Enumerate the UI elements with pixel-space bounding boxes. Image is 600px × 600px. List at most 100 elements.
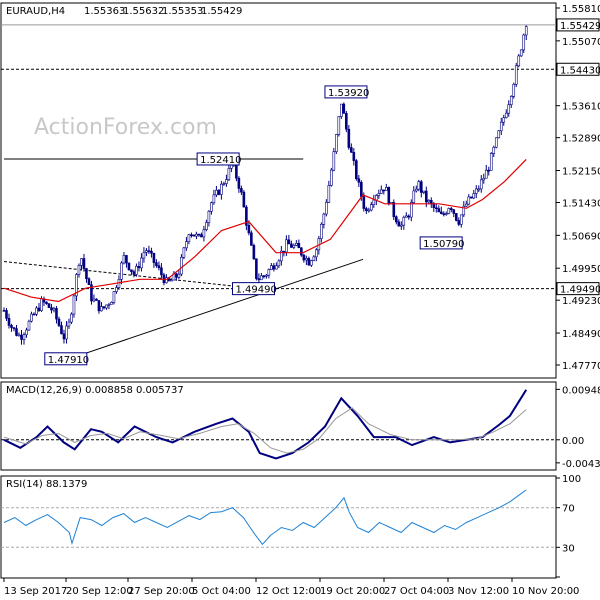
rsi-title: RSI(14) 88.1379 xyxy=(6,479,87,490)
candle-body-105 xyxy=(265,274,268,277)
candle-body-127 xyxy=(320,224,323,239)
macd-lines xyxy=(1,389,556,460)
candle-body-192 xyxy=(482,177,486,181)
candle-body-98 xyxy=(247,224,251,234)
candle-body-160 xyxy=(402,216,406,226)
time-tick-label-8: 10 Nov 20:00 xyxy=(512,586,579,597)
candles xyxy=(2,25,528,345)
candle-body-35 xyxy=(90,284,93,302)
candle-body-5 xyxy=(15,328,18,336)
candle-body-190 xyxy=(477,188,481,191)
candle-body-203 xyxy=(509,96,513,105)
candle-body-18 xyxy=(47,303,51,308)
candle-body-39 xyxy=(100,306,103,312)
price-tick-label-4: 1.52150 xyxy=(562,167,600,178)
chart-header-low: 1.55353 xyxy=(162,6,203,17)
candle-body-178 xyxy=(447,208,451,214)
candle-body-30 xyxy=(77,265,81,275)
rsi-panel: RSI(14) 88.1379 100 70 30 xyxy=(0,474,581,579)
candle-body-159 xyxy=(400,224,403,227)
candle-body-88 xyxy=(222,183,226,185)
candle-body-4 xyxy=(12,327,16,329)
candle-body-182 xyxy=(457,220,461,225)
candle-body-12 xyxy=(32,313,36,316)
price-tick-label-1: 1.55070 xyxy=(562,37,600,48)
candle-body-201 xyxy=(504,112,508,118)
price-annotation-box-0 xyxy=(324,85,368,99)
candle-body-17 xyxy=(45,301,48,304)
candle-body-96 xyxy=(242,191,246,208)
candle-body-152 xyxy=(382,189,386,192)
candle-body-51 xyxy=(130,269,133,272)
candle-body-54 xyxy=(137,266,141,269)
candle-body-188 xyxy=(472,193,476,199)
price-annotation-label-1: 1.52410 xyxy=(200,155,241,166)
candle-body-108 xyxy=(272,265,276,270)
candle-body-167 xyxy=(419,181,423,193)
candle-body-58 xyxy=(147,250,151,252)
candle-body-194 xyxy=(487,169,491,172)
macd-tick-label-1: 0.00 xyxy=(562,436,584,447)
candle-body-27 xyxy=(70,313,73,323)
candle-body-44 xyxy=(112,291,116,303)
candle-body-83 xyxy=(210,202,213,212)
candle-body-41 xyxy=(105,304,108,309)
candle-body-207 xyxy=(519,49,523,57)
candle-body-84 xyxy=(212,194,216,204)
candle-body-153 xyxy=(385,187,388,191)
candle-body-187 xyxy=(469,196,473,199)
candle-body-31 xyxy=(80,258,83,266)
candle-body-141 xyxy=(355,160,358,180)
candle-body-164 xyxy=(412,190,416,203)
candle-body-32 xyxy=(82,258,86,269)
candle-body-49 xyxy=(125,255,128,264)
candle-body-73 xyxy=(185,241,188,249)
candle-body-209 xyxy=(524,26,528,36)
time-tick-label-1: 20 Sep 12:00 xyxy=(66,586,133,597)
candle-body-7 xyxy=(20,334,23,340)
candle-body-61 xyxy=(155,262,158,266)
candle-body-100 xyxy=(252,245,256,260)
candle-body-72 xyxy=(182,247,186,258)
chart-header-close: 1.55429 xyxy=(201,6,242,17)
candle-body-138 xyxy=(347,128,351,148)
candle-body-171 xyxy=(429,200,433,204)
rsi-tick-label-0: 100 xyxy=(562,474,581,485)
candle-body-114 xyxy=(287,239,291,245)
candle-body-79 xyxy=(200,234,203,238)
price-level-tag-0 xyxy=(556,62,600,76)
candle-body-74 xyxy=(187,234,191,242)
candle-body-48 xyxy=(122,255,126,264)
candle-body-87 xyxy=(220,183,223,195)
candle-body-136 xyxy=(342,103,346,114)
price-tick-label-8: 1.49230 xyxy=(562,296,600,307)
candle-body-6 xyxy=(17,334,21,337)
candle-body-112 xyxy=(282,250,286,253)
trendline-1 xyxy=(3,261,233,287)
candle-body-81 xyxy=(205,222,208,231)
candle-body-107 xyxy=(270,265,273,270)
candle-body-124 xyxy=(312,256,316,261)
candle-body-142 xyxy=(357,178,361,183)
macd-panel-frame xyxy=(0,381,557,471)
candle-body-47 xyxy=(120,262,123,280)
candle-body-139 xyxy=(350,147,353,153)
macd-signal-line xyxy=(3,407,527,454)
candle-body-158 xyxy=(397,221,401,227)
candle-body-36 xyxy=(92,298,96,302)
candle-body-82 xyxy=(207,210,211,223)
macd-title: MACD(12,26,9) 0.008858 0.005737 xyxy=(6,385,184,396)
candle-body-151 xyxy=(380,189,383,194)
candle-body-185 xyxy=(464,203,468,207)
candle-body-60 xyxy=(152,252,156,263)
price-annotation-box-1 xyxy=(196,152,240,166)
rsi-panel-frame xyxy=(0,475,557,579)
candle-body-115 xyxy=(290,243,293,248)
candle-body-11 xyxy=(30,313,33,322)
candle-body-184 xyxy=(462,205,466,216)
candle-body-135 xyxy=(340,103,343,117)
candle-body-103 xyxy=(260,275,263,281)
candle-body-170 xyxy=(427,200,431,203)
candle-body-181 xyxy=(454,213,458,221)
